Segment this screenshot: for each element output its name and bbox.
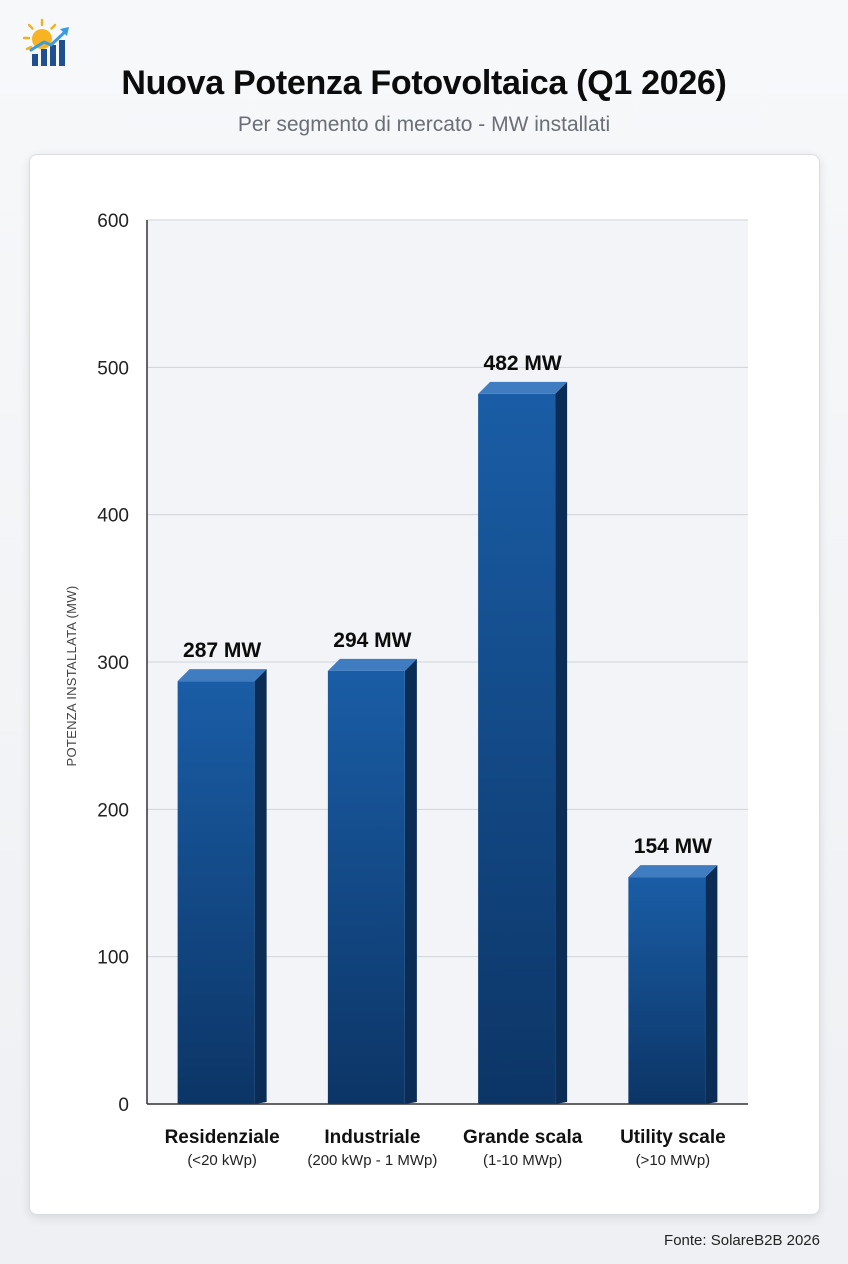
value-label: 294 MW bbox=[333, 629, 411, 652]
y-tick-label: 100 bbox=[97, 948, 129, 969]
chart-title: Nuova Potenza Fotovoltaica (Q1 2026) bbox=[121, 64, 727, 102]
bar-2 bbox=[327, 658, 417, 1104]
value-label: 482 MW bbox=[484, 352, 562, 375]
source-note: Fonte: SolareB2B 2026 bbox=[664, 1232, 820, 1249]
bar-top bbox=[478, 381, 568, 394]
sun-growth-chart-icon bbox=[22, 18, 69, 66]
bar-side bbox=[254, 669, 267, 1104]
x-category-label: Industriale bbox=[324, 1127, 420, 1148]
y-axis-title: POTENZA INSTALLATA (MW) bbox=[64, 586, 79, 767]
y-tick-label: 400 bbox=[97, 506, 129, 527]
y-tick-label: 500 bbox=[97, 358, 129, 379]
bar-front bbox=[628, 877, 706, 1104]
y-tick-label: 200 bbox=[97, 800, 129, 821]
bar-top bbox=[177, 669, 267, 682]
x-category-sublabel: (1-10 MWp) bbox=[483, 1152, 562, 1169]
x-category-label: Grande scala bbox=[463, 1127, 583, 1148]
x-category-sublabel: (200 kWp - 1 MWp) bbox=[307, 1152, 437, 1169]
value-label: 154 MW bbox=[634, 835, 712, 858]
bar-front bbox=[327, 670, 405, 1104]
value-label: 287 MW bbox=[183, 639, 261, 662]
y-tick-label: 300 bbox=[97, 653, 129, 674]
bar-1 bbox=[177, 669, 267, 1104]
y-tick-label: 0 bbox=[118, 1095, 129, 1116]
bar-front bbox=[177, 681, 255, 1104]
bar-side bbox=[404, 658, 417, 1104]
x-category-label: Residenziale bbox=[165, 1127, 280, 1148]
y-tick-label: 600 bbox=[97, 211, 129, 232]
bar-front bbox=[478, 393, 556, 1104]
x-category-sublabel: (>10 MWp) bbox=[636, 1152, 711, 1169]
bar-top bbox=[327, 658, 417, 671]
chart-subtitle: Per segmento di mercato - MW installati bbox=[237, 113, 611, 136]
x-category-label: Utility scale bbox=[620, 1127, 726, 1148]
bar-side bbox=[555, 381, 568, 1104]
bar-side bbox=[705, 865, 718, 1104]
bar-4 bbox=[628, 865, 718, 1104]
bar-3 bbox=[478, 381, 568, 1104]
bar-top bbox=[628, 865, 718, 878]
x-category-sublabel: (<20 kWp) bbox=[187, 1152, 257, 1169]
